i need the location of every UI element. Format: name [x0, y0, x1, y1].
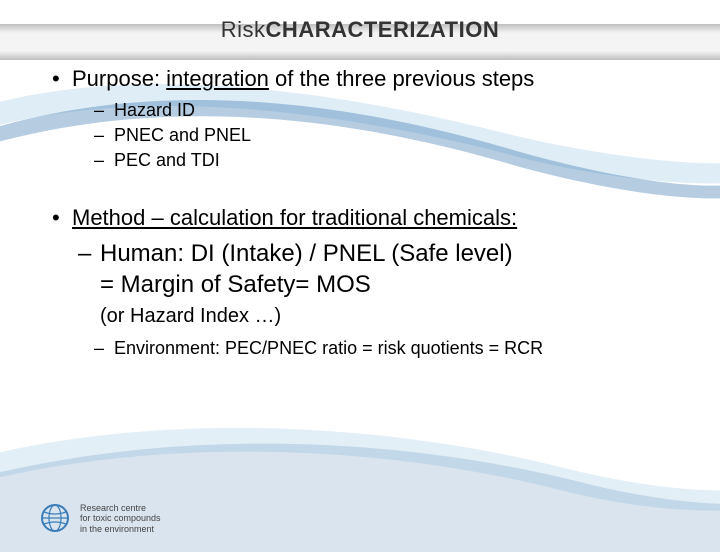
slide-body: Purpose: integration of the three previo…	[0, 48, 720, 359]
sub-human-line1: Human: DI (Intake) / PNEL (Safe level)	[78, 239, 680, 269]
bullet-purpose: Purpose: integration of the three previo…	[52, 66, 680, 92]
globe-icon	[40, 503, 70, 533]
footer-text: Research centre for toxic compounds in t…	[80, 503, 161, 534]
sub-hazard-index: (or Hazard Index …)	[100, 305, 680, 328]
bullet-method: Method – calculation for traditional che…	[52, 205, 680, 231]
footer: Research centre for toxic compounds in t…	[40, 503, 161, 534]
title-prefix: Risk	[221, 17, 266, 43]
slide-title: Risk CHARACTERIZATION	[0, 12, 720, 48]
sub-pnec-pnel: PNEC and PNEL	[94, 125, 680, 146]
sub-human-line2: = Margin of Safety= MOS	[100, 271, 680, 299]
sub-environment: Environment: PEC/PNEC ratio = risk quoti…	[94, 338, 680, 359]
title-bold: CHARACTERIZATION	[266, 17, 500, 43]
sub-hazard-id: Hazard ID	[94, 100, 680, 121]
sub-pec-tdi: PEC and TDI	[94, 150, 680, 171]
